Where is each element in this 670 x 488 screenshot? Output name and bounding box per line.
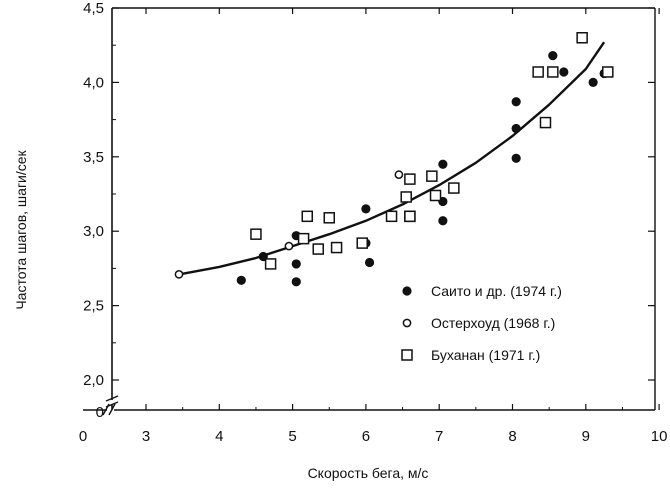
data-point-open-square <box>297 232 310 245</box>
data-point-filled-circle <box>291 259 301 269</box>
y-axis-title: Частота шагов, шаги/сек <box>13 149 29 309</box>
data-point-open-square <box>330 241 343 254</box>
data-point-filled-circle <box>364 257 375 268</box>
data-point-open-square <box>539 116 552 129</box>
legend-label: Буханан (1971 г.) <box>431 347 540 363</box>
data-point-filled-circle <box>511 97 521 107</box>
x-tick-label: 10 <box>651 428 668 445</box>
x-axis-title: Скорость бега, м/с <box>308 465 429 481</box>
data-point-open-circle <box>284 241 294 251</box>
y-tick-label: 0 <box>96 404 104 421</box>
x-tick-label: 7 <box>435 428 443 445</box>
data-point-filled-circle <box>511 123 521 134</box>
data-point-open-circle <box>174 270 184 279</box>
data-point-filled-circle <box>511 153 521 163</box>
fit-curve-layer <box>178 41 606 276</box>
legend-marker-open-circle <box>402 318 412 328</box>
data-point-open-square <box>429 189 442 202</box>
data-point-filled-circle <box>236 275 246 285</box>
x-axis-break <box>102 403 116 416</box>
data-points <box>174 32 614 287</box>
y-tick-label: 2,5 <box>83 298 104 315</box>
data-point-open-square <box>301 210 314 223</box>
axes <box>83 7 656 416</box>
data-point-open-square <box>356 237 368 249</box>
data-point-open-square <box>404 210 416 223</box>
data-point-open-circle <box>394 170 404 180</box>
data-point-open-square <box>547 66 559 78</box>
x-tick-label: 4 <box>215 428 223 445</box>
data-point-open-square <box>323 212 335 224</box>
data-point-open-square <box>602 66 614 78</box>
data-point-open-square <box>426 170 438 182</box>
data-point-open-square <box>404 173 416 185</box>
data-point-filled-circle <box>361 204 371 214</box>
legend: Саито и др. (1974 г.) Остерхоуд (1968 г.)… <box>401 283 562 363</box>
data-point-open-square <box>400 191 412 203</box>
legend-marker-filled-circle <box>402 286 412 296</box>
data-point-open-square <box>264 258 277 270</box>
fit-curve <box>178 41 606 276</box>
tick-marks <box>112 7 660 410</box>
legend-label: Саито и др. (1974 г.) <box>431 283 562 299</box>
data-point-open-square <box>576 32 588 44</box>
legend-marker-open-square <box>401 349 413 361</box>
data-point-filled-circle <box>438 159 448 169</box>
data-point-filled-circle <box>588 77 598 87</box>
data-point-filled-circle <box>438 216 448 226</box>
x-tick-label: 5 <box>288 428 296 445</box>
data-point-open-square <box>385 210 398 223</box>
data-point-filled-circle <box>559 67 569 77</box>
y-tick-label: 2,0 <box>83 372 104 389</box>
x-tick-label: 9 <box>582 428 590 445</box>
y-tick-label: 3,0 <box>83 223 104 240</box>
legend-label: Остерхоуд (1968 г.) <box>431 315 555 331</box>
x-tick-label: 8 <box>508 428 516 445</box>
data-point-filled-circle <box>291 277 301 287</box>
y-tick-label: 4,5 <box>83 0 104 17</box>
x-tick-label: 6 <box>362 428 370 445</box>
y-tick-label: 3,5 <box>83 149 104 166</box>
data-point-open-square <box>532 66 544 78</box>
x-tick-label: 3 <box>142 428 150 445</box>
data-point-filled-circle <box>548 51 558 61</box>
data-point-open-square <box>312 243 325 255</box>
data-point-open-square <box>448 182 460 194</box>
x-tick-label: 0 <box>79 428 87 445</box>
data-point-open-square <box>250 228 262 240</box>
tick-labels: 0 3 4 5 6 7 8 9 10 0 2,0 2,5 3,0 3,5 4,0 4,5 <box>79 0 668 445</box>
y-tick-label: 4,0 <box>83 74 104 91</box>
